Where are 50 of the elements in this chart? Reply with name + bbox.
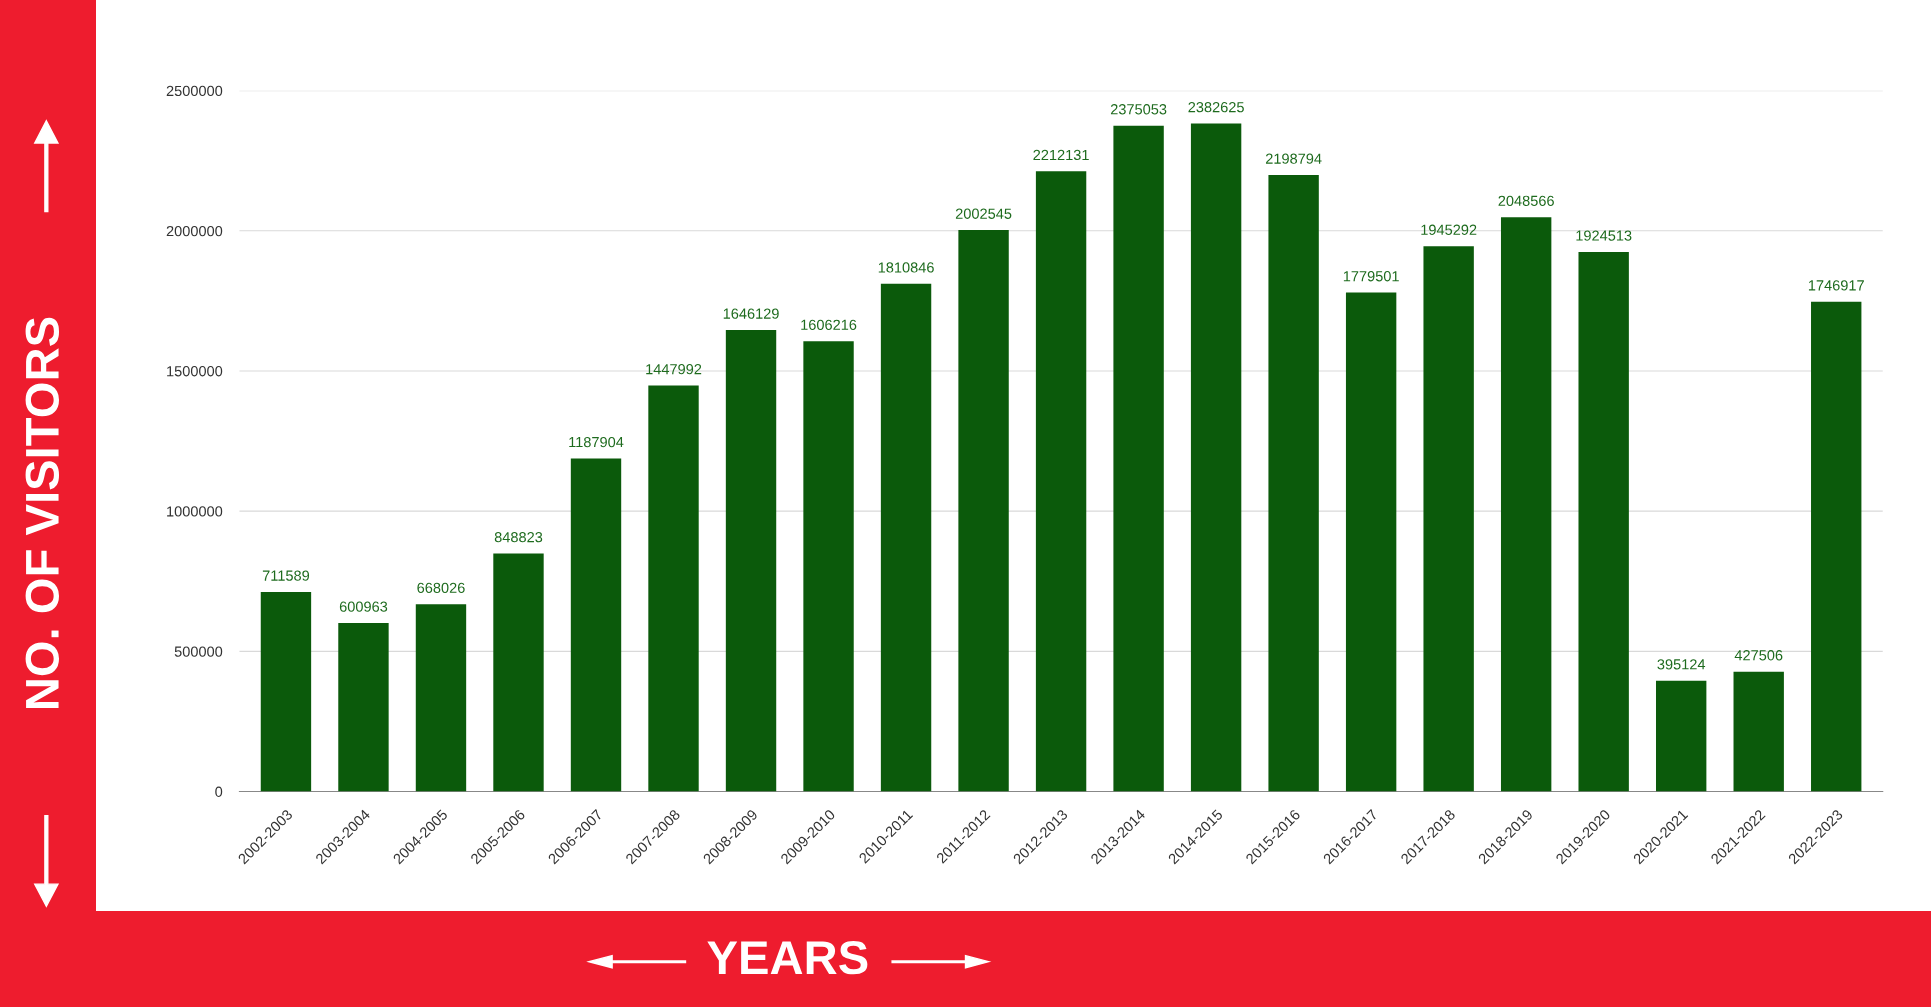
bar [958, 230, 1009, 792]
y-tick-label: 1000000 [167, 506, 223, 517]
data-label: 1606216 [801, 319, 857, 330]
data-label: 427506 [1734, 650, 1783, 661]
bar [260, 592, 312, 792]
data-label: 668026 [417, 582, 465, 594]
data-label: 1779501 [1343, 271, 1399, 282]
bar [1500, 217, 1552, 792]
y-tick-label: 500000 [174, 646, 223, 657]
bar [1811, 301, 1862, 792]
bar [803, 341, 854, 792]
data-label: 1810846 [878, 262, 934, 273]
data-label: 2048566 [1498, 195, 1554, 206]
bar [725, 330, 777, 792]
bar [1423, 246, 1474, 792]
bar [880, 283, 932, 792]
bar [338, 623, 389, 792]
bar [648, 385, 699, 792]
bar [415, 604, 467, 792]
bar [1345, 292, 1397, 792]
y-tick-label: 1500000 [167, 366, 223, 377]
bar [1578, 251, 1629, 792]
bar [1268, 175, 1319, 792]
data-label: 711589 [262, 570, 310, 581]
data-label: 2375053 [1110, 104, 1167, 115]
bar [1733, 671, 1784, 792]
data-label: 1945292 [1421, 224, 1477, 235]
data-label: 848823 [494, 531, 543, 543]
bar [1656, 680, 1707, 792]
x-axis-title: YEARS [707, 940, 868, 975]
data-label: 2212131 [1033, 149, 1089, 161]
data-label: 2002545 [955, 208, 1012, 219]
data-label: 1646129 [723, 308, 779, 319]
bar [1190, 123, 1242, 792]
bar [493, 553, 544, 792]
data-label: 1746917 [1808, 280, 1864, 291]
y-axis-title: NO. OF VISITORS [25, 317, 60, 709]
data-label: 2198794 [1265, 153, 1322, 164]
bar [1113, 125, 1164, 792]
data-label: 1924513 [1576, 230, 1632, 241]
data-label: 2382625 [1188, 101, 1244, 113]
y-tick-label: 2000000 [166, 225, 223, 237]
data-label: 1187904 [569, 436, 624, 448]
bar [570, 458, 622, 792]
data-label: 1447992 [646, 364, 702, 375]
data-label: 395124 [1657, 659, 1706, 670]
y-tick-label: 2500000 [166, 85, 223, 97]
data-label: 600963 [339, 601, 388, 612]
y-tick-label: 0 [215, 786, 223, 797]
bar [1035, 171, 1087, 792]
